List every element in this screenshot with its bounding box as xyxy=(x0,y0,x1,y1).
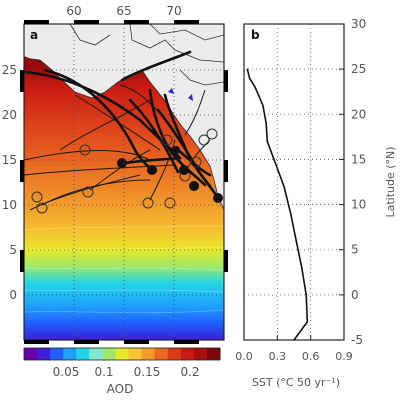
sst-x-tick-label: 0.3 xyxy=(269,350,287,363)
colorbar-cell xyxy=(154,348,169,360)
sst-data-point xyxy=(306,321,308,323)
colorbar-tick-label: 0.1 xyxy=(94,365,113,379)
colorbar-cell xyxy=(206,348,221,360)
sst-data-point xyxy=(273,158,275,161)
lat-tick-label: 0 xyxy=(9,288,17,302)
colorbar-tick-label: 0.05 xyxy=(53,365,80,379)
colorbar-cell xyxy=(180,348,195,360)
aod-field xyxy=(24,24,224,340)
colorbar-cell xyxy=(63,348,77,360)
sst-y-tick-label: 10 xyxy=(351,198,366,212)
panel-b-label: b xyxy=(251,28,260,42)
map-border-checker xyxy=(20,20,228,344)
gulf-of-aden-shading xyxy=(24,56,42,72)
lon-tick-label: 60 xyxy=(66,4,81,18)
sst-y-tick-labels: 30 25 20 15 10 5 0 -5 xyxy=(351,17,366,347)
sst-data-point xyxy=(305,294,307,296)
trajectories-thick xyxy=(24,50,220,200)
sst-axis-ticks xyxy=(243,23,345,341)
lat-tick-label: 10 xyxy=(2,198,17,212)
colorbar-cell xyxy=(128,348,143,360)
sst-trend-points xyxy=(246,68,308,341)
map-panel: a 60 65 70 25 20 15 10 5 0 xyxy=(2,4,228,344)
sst-y-tick-label: 5 xyxy=(351,243,359,257)
sst-x-axis-label: SST (°C 50 yr⁻¹) xyxy=(252,376,340,389)
sst-y-axis-label: Latitude (°N) xyxy=(384,146,397,217)
aod-colorbar: 0.05 0.1 0.15 0.2 AOD xyxy=(23,347,221,396)
coastal-fragment xyxy=(188,94,193,101)
sst-y-tick-label: -5 xyxy=(351,333,363,347)
sst-data-point xyxy=(254,86,256,88)
sst-plot-frame xyxy=(243,23,345,341)
sst-data-point xyxy=(265,122,267,124)
sst-data-point xyxy=(290,213,292,215)
colorbar-cell xyxy=(167,348,182,360)
sst-data-point xyxy=(295,240,297,242)
colorbar-cell xyxy=(193,348,208,360)
sst-y-tick-label: 0 xyxy=(351,288,359,302)
colorbar-title: AOD xyxy=(107,382,134,396)
sst-panel: 0.0 0.3 0.6 0.9 30 25 20 15 10 5 0 -5 b SST (°C 50… xyxy=(235,17,397,389)
sst-y-tick-label: 30 xyxy=(351,17,366,31)
coastlines xyxy=(24,24,224,211)
trajectories-thin xyxy=(24,84,211,211)
lat-tick-label: 20 xyxy=(2,108,17,122)
colorbar-tick-label: 0.2 xyxy=(180,365,199,379)
lon-tick-label: 70 xyxy=(166,4,181,18)
panel-a-label: a xyxy=(30,28,38,42)
coastal-fragment xyxy=(168,88,174,94)
sst-x-tick-label: 0.9 xyxy=(335,350,353,363)
sst-data-point xyxy=(262,104,264,106)
sst-y-tick-label: 25 xyxy=(351,62,366,76)
sst-data-point xyxy=(301,267,303,269)
sst-trend-line xyxy=(246,68,309,341)
lat-tick-label: 5 xyxy=(9,243,17,257)
colorbar-cell xyxy=(115,348,130,360)
sst-data-point xyxy=(266,140,268,142)
lat-tick-label: 15 xyxy=(2,153,17,167)
colorbar-cell xyxy=(24,348,38,360)
sst-x-tick-label: 0.0 xyxy=(235,350,253,363)
colorbar-cell xyxy=(37,348,51,360)
sst-x-tick-label: 0.6 xyxy=(302,350,320,363)
map-grid xyxy=(24,24,224,340)
sst-data-point xyxy=(248,77,251,79)
sst-grid xyxy=(244,24,344,340)
sst-y-tick-label: 15 xyxy=(351,152,366,166)
trajectory-end-markers xyxy=(117,146,223,203)
sst-data-point xyxy=(283,185,285,188)
lat-tick-label: 25 xyxy=(2,63,17,77)
colorbar-cell xyxy=(102,348,116,360)
colorbar-frame xyxy=(23,347,221,361)
lon-tick-label: 65 xyxy=(116,4,131,18)
sst-data-point xyxy=(293,339,295,341)
colorbar-tick-label: 0.15 xyxy=(134,365,161,379)
colorbar-cell xyxy=(89,348,103,360)
colorbar-cell xyxy=(141,348,156,360)
colorbar-cell xyxy=(76,348,90,360)
aod-contours xyxy=(24,225,224,314)
sst-x-tick-labels: 0.0 0.3 0.6 0.9 xyxy=(235,350,353,363)
colorbar-cell xyxy=(50,348,64,360)
sst-y-tick-label: 20 xyxy=(351,107,366,121)
sst-data-point xyxy=(246,68,248,70)
